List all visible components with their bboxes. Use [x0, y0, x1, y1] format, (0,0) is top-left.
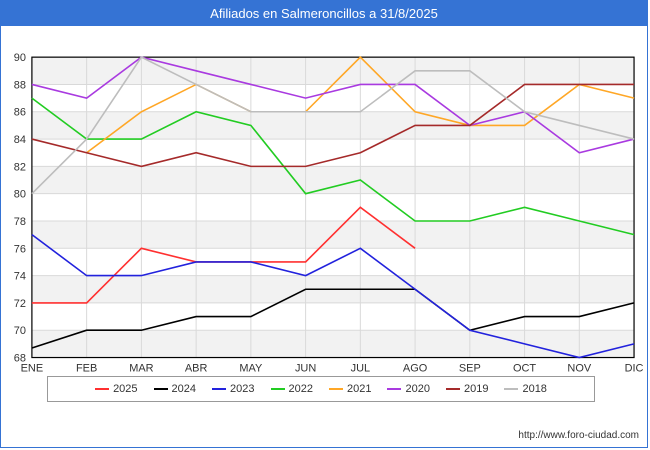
svg-text:82: 82	[14, 161, 26, 173]
svg-text:80: 80	[14, 189, 26, 201]
svg-text:ENE: ENE	[21, 362, 44, 374]
svg-text:OCT: OCT	[513, 362, 536, 374]
svg-text:84: 84	[14, 134, 26, 146]
svg-text:JUL: JUL	[351, 362, 370, 374]
svg-text:MAY: MAY	[239, 362, 263, 374]
svg-text:NOV: NOV	[567, 362, 591, 374]
svg-text:76: 76	[14, 243, 26, 255]
svg-text:DIC: DIC	[625, 362, 644, 374]
svg-text:74: 74	[14, 271, 26, 283]
svg-text:78: 78	[14, 216, 26, 228]
svg-text:70: 70	[14, 325, 26, 337]
svg-text:90: 90	[14, 52, 26, 64]
svg-text:MAR: MAR	[129, 362, 153, 374]
svg-text:86: 86	[14, 107, 26, 119]
svg-text:AGO: AGO	[403, 362, 427, 374]
svg-text:FEB: FEB	[76, 362, 97, 374]
svg-text:ABR: ABR	[185, 362, 208, 374]
svg-text:JUN: JUN	[295, 362, 316, 374]
svg-text:72: 72	[14, 298, 26, 310]
svg-text:88: 88	[14, 79, 26, 91]
svg-text:SEP: SEP	[459, 362, 481, 374]
